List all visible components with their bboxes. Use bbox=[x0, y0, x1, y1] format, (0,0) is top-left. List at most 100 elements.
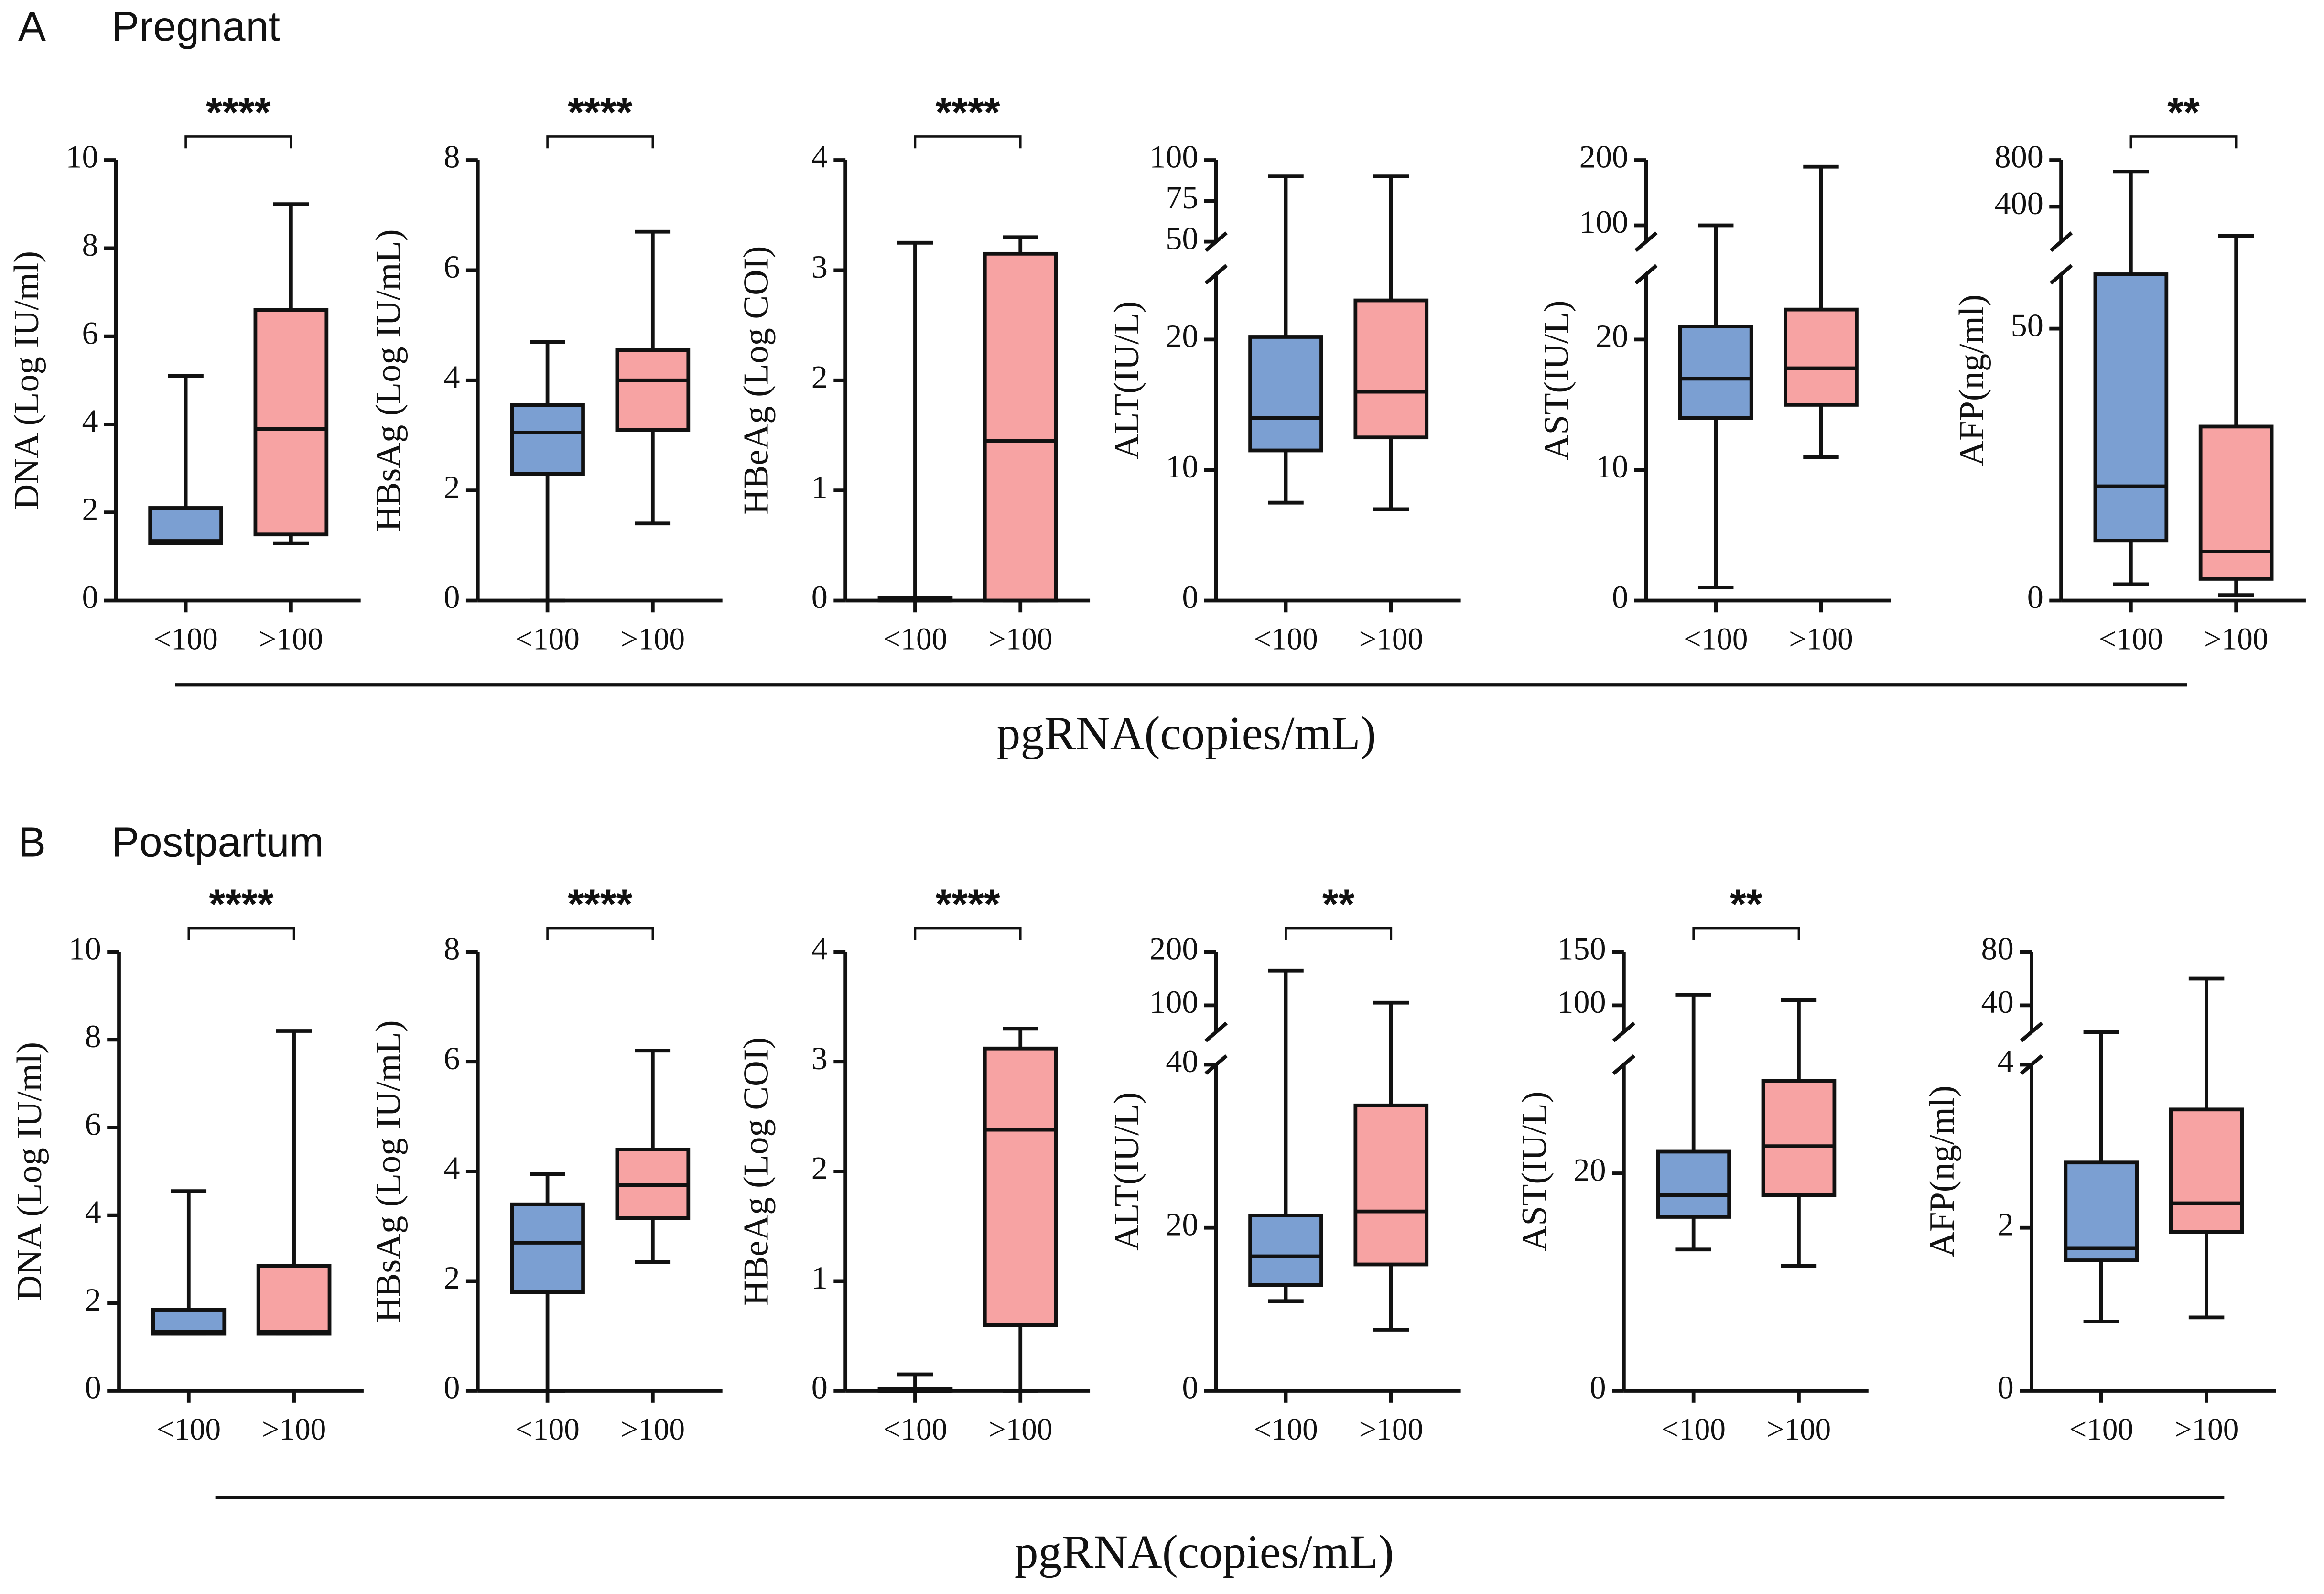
y-tick-label: 50 bbox=[2011, 307, 2043, 343]
significance-label: **** bbox=[935, 881, 1000, 928]
x-tick-label: <100 bbox=[2069, 1412, 2133, 1447]
y-tick-label: 100 bbox=[1557, 984, 1606, 1020]
y-tick-label: 4 bbox=[811, 930, 828, 966]
y-axis-label: HBeAg (Log COI) bbox=[736, 1037, 776, 1306]
significance-bracket bbox=[914, 927, 1022, 940]
y-tick-label: 8 bbox=[85, 1018, 101, 1054]
y-tick-label: 1 bbox=[811, 1259, 828, 1296]
y-tick-label: 0 bbox=[811, 1369, 828, 1406]
y-tick-label: 40 bbox=[1981, 984, 2014, 1020]
x-tick-label: <100 bbox=[883, 1412, 947, 1447]
significance-bracket bbox=[914, 135, 1022, 149]
box bbox=[1784, 307, 1859, 407]
y-tick-label: 40 bbox=[1166, 1043, 1198, 1079]
y-tick-label: 0 bbox=[1590, 1369, 1606, 1406]
x-axis-label: pgRNA(copies/mL) bbox=[997, 708, 1376, 760]
y-tick-label: 10 bbox=[69, 930, 101, 966]
x-tick-label: <100 bbox=[1254, 622, 1318, 656]
y-tick-label: 0 bbox=[811, 579, 828, 615]
box bbox=[148, 506, 223, 545]
axis-break bbox=[1612, 1021, 1636, 1042]
y-tick-label: 2 bbox=[82, 491, 98, 527]
x-tick-label: >100 bbox=[1789, 622, 1853, 656]
y-tick-label: 200 bbox=[1149, 930, 1198, 966]
y-tick-label: 6 bbox=[85, 1106, 101, 1142]
panel-title: Pregnant bbox=[112, 3, 281, 50]
y-tick-label: 2 bbox=[811, 358, 828, 395]
y-tick-label: 2 bbox=[85, 1281, 101, 1318]
y-axis-label: DNA (Log IU/ml) bbox=[10, 1042, 49, 1301]
significance-bracket bbox=[546, 927, 654, 940]
significance-bracket bbox=[546, 135, 654, 149]
box bbox=[1678, 325, 1753, 420]
box bbox=[1353, 1103, 1429, 1267]
x-tick-label: >100 bbox=[2204, 622, 2268, 656]
y-axis-label: HBsAg (Log IU/mL) bbox=[369, 229, 408, 531]
x-tick-label: <100 bbox=[515, 622, 579, 656]
axis-break bbox=[2020, 1054, 2043, 1075]
box bbox=[1248, 335, 1323, 453]
y-tick-label: 20 bbox=[1166, 318, 1198, 354]
y-tick-label: 0 bbox=[1182, 1369, 1198, 1406]
axis-break bbox=[2020, 1021, 2043, 1042]
box bbox=[615, 348, 691, 432]
y-axis-label: AFP(ng/ml) bbox=[1952, 294, 1991, 466]
y-axis-label: ALT(IU/L) bbox=[1107, 1092, 1146, 1251]
significance-label: **** bbox=[568, 881, 632, 928]
y-tick-label: 4 bbox=[85, 1193, 101, 1230]
y-tick-label: 3 bbox=[811, 249, 828, 285]
y-tick-label: 0 bbox=[443, 1369, 460, 1406]
x-tick-label: >100 bbox=[262, 1412, 326, 1447]
y-tick-label: 6 bbox=[443, 1040, 460, 1076]
box bbox=[2064, 1160, 2139, 1262]
axis-break bbox=[1612, 1054, 1636, 1075]
significance-bracket bbox=[1285, 927, 1393, 940]
box bbox=[1656, 1149, 1731, 1219]
x-axis-label: pgRNA(copies/mL) bbox=[1015, 1526, 1394, 1578]
x-tick-label: <100 bbox=[883, 622, 947, 656]
y-tick-label: 20 bbox=[1573, 1152, 1606, 1188]
x-tick-label: <100 bbox=[1684, 622, 1748, 656]
significance-label: ** bbox=[2167, 89, 2200, 136]
box bbox=[256, 1264, 332, 1336]
y-tick-label: 50 bbox=[1166, 220, 1198, 256]
box bbox=[1248, 1214, 1323, 1287]
y-tick-label: 20 bbox=[1166, 1206, 1198, 1242]
y-tick-label: 8 bbox=[443, 930, 460, 966]
box bbox=[2093, 272, 2169, 543]
y-tick-label: 0 bbox=[1612, 579, 1628, 615]
significance-bracket bbox=[184, 135, 292, 149]
y-tick-label: 0 bbox=[443, 579, 460, 615]
x-tick-label: <100 bbox=[1661, 1412, 1725, 1447]
y-axis-label: ALT(IU/L) bbox=[1107, 301, 1146, 460]
y-tick-label: 4 bbox=[82, 403, 98, 439]
y-tick-label: 8 bbox=[443, 139, 460, 175]
y-tick-label: 0 bbox=[85, 1369, 101, 1406]
axis-break bbox=[2049, 264, 2073, 285]
y-tick-label: 10 bbox=[1596, 448, 1628, 485]
y-tick-label: 20 bbox=[1596, 318, 1628, 354]
y-axis-label: AFP(ng/ml) bbox=[1923, 1085, 1962, 1258]
y-tick-label: 100 bbox=[1579, 204, 1628, 240]
x-tick-label: >100 bbox=[988, 1412, 1052, 1447]
axis-break bbox=[1634, 264, 1658, 285]
y-tick-label: 3 bbox=[811, 1040, 828, 1076]
y-tick-label: 2 bbox=[1998, 1206, 2014, 1242]
y-tick-label: 4 bbox=[443, 1149, 460, 1186]
x-tick-label: >100 bbox=[1359, 1412, 1423, 1447]
y-axis-label: DNA (Log IU/ml) bbox=[7, 251, 46, 510]
y-tick-label: 10 bbox=[1166, 448, 1198, 485]
y-tick-label: 1 bbox=[811, 469, 828, 505]
y-tick-label: 2 bbox=[443, 469, 460, 505]
y-axis-label: HBsAg (Log IU/mL) bbox=[369, 1020, 408, 1323]
y-tick-label: 4 bbox=[1998, 1043, 2014, 1079]
box bbox=[510, 1202, 585, 1294]
x-tick-label: >100 bbox=[1767, 1412, 1831, 1447]
y-axis-label: AST(IU/L) bbox=[1537, 300, 1577, 460]
y-tick-label: 2 bbox=[811, 1149, 828, 1186]
x-tick-label: <100 bbox=[2099, 622, 2163, 656]
significance-label: **** bbox=[935, 89, 1000, 136]
box bbox=[510, 403, 585, 476]
box bbox=[983, 1046, 1058, 1327]
